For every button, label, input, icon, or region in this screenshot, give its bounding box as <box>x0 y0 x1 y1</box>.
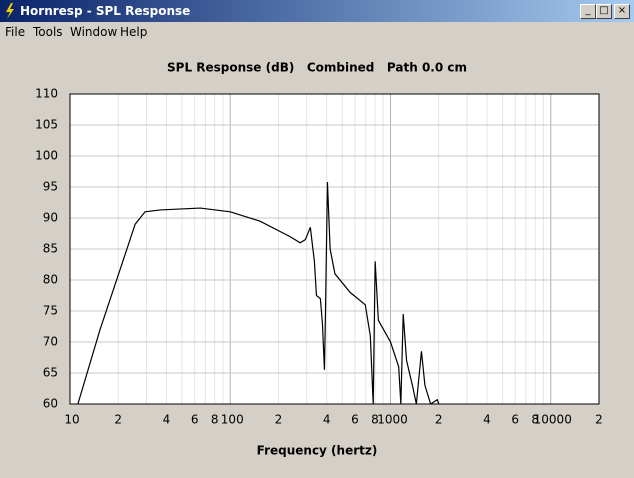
spl-line <box>77 182 440 404</box>
x-tick-label: 4 <box>323 413 331 427</box>
menu-item[interactable]: Window <box>70 25 118 39</box>
x-tick-label: 6 <box>351 413 359 427</box>
y-tick-label: 70 <box>43 335 58 349</box>
title-bar: Hornresp - SPL Response _ □ × <box>0 0 634 22</box>
y-tick-label: 65 <box>43 366 58 380</box>
x-tick-label: 4 <box>163 413 171 427</box>
y-tick-label: 105 <box>35 118 58 132</box>
x-tick-label: 6 <box>511 413 519 427</box>
x-tick-label: 8 <box>371 413 379 427</box>
x-tick-label: 8 <box>211 413 219 427</box>
minimize-button[interactable]: _ <box>580 4 596 19</box>
plot-border <box>69 93 600 405</box>
x-tick-label: 100 <box>221 413 244 427</box>
menu-item[interactable]: File <box>5 25 26 39</box>
x-tick-label: 2 <box>275 413 283 427</box>
maximize-button[interactable]: □ <box>596 4 612 19</box>
close-button[interactable]: × <box>614 4 630 19</box>
x-tick-label: 6 <box>191 413 199 427</box>
y-tick-label: 110 <box>35 87 58 101</box>
x-tick-label: 10 <box>64 413 79 427</box>
chart: SPL Response (dB) Combined Path 0.0 cm F… <box>35 61 603 458</box>
menu-item[interactable]: Help <box>120 25 148 39</box>
y-tick-label: 95 <box>43 180 58 194</box>
x-tick-label: 2 <box>435 413 443 427</box>
x-axis-label: Frequency (hertz) <box>257 444 378 458</box>
window-title: Hornresp - SPL Response <box>20 4 191 18</box>
x-tick-label: 2 <box>595 413 603 427</box>
chart-title: SPL Response (dB) Combined Path 0.0 cm <box>167 61 467 75</box>
y-tick-label: 90 <box>43 211 58 225</box>
menu-bar: File Tools Window Help <box>0 22 634 40</box>
y-tick-label: 100 <box>35 149 58 163</box>
x-tick-label: 1000 <box>377 413 408 427</box>
app-icon <box>6 3 14 19</box>
menu-item[interactable]: Tools <box>33 25 63 39</box>
x-tick-label: 10000 <box>534 413 572 427</box>
y-tick-label: 80 <box>43 273 58 287</box>
x-tick-label: 2 <box>114 413 122 427</box>
y-tick-label: 60 <box>43 397 58 411</box>
y-tick-label: 85 <box>43 242 58 256</box>
x-tick-label: 4 <box>483 413 491 427</box>
y-tick-label: 75 <box>43 304 58 318</box>
x-tick-label: 8 <box>531 413 539 427</box>
